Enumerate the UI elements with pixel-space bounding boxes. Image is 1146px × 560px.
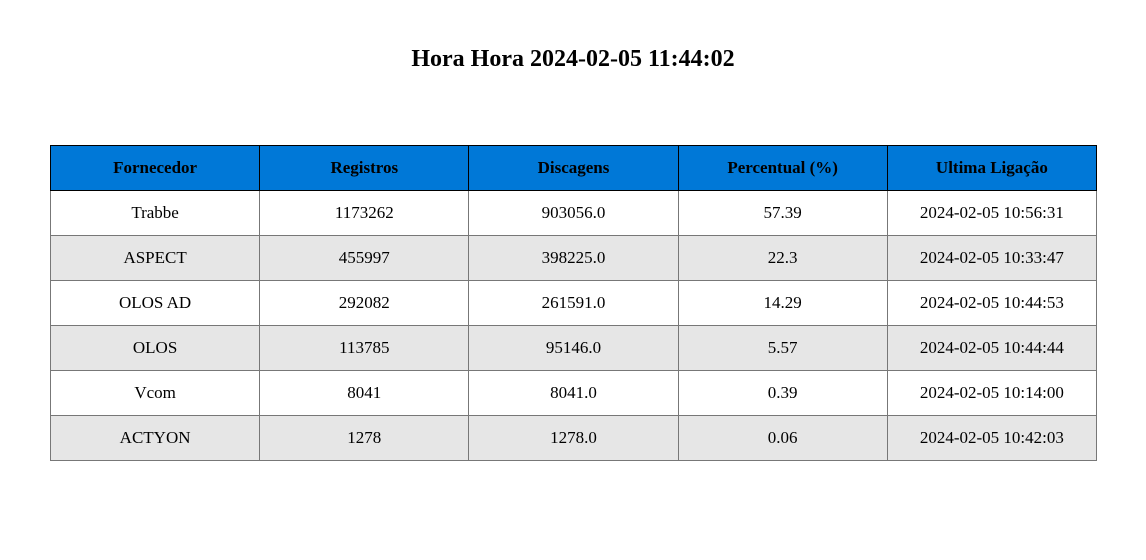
table-cell: 5.57 bbox=[677, 325, 888, 371]
table-cell: 398225.0 bbox=[468, 235, 679, 281]
table-row: ACTYON 1278 1278.0 0.06 2024-02-05 10:42:03 bbox=[49, 415, 1098, 461]
table-cell: 0.39 bbox=[677, 370, 888, 416]
table-cell: 2024-02-05 10:44:44 bbox=[886, 325, 1098, 371]
table-cell: Vcom bbox=[49, 370, 261, 416]
table-cell: 8041.0 bbox=[468, 370, 679, 416]
table-cell: 903056.0 bbox=[468, 190, 679, 236]
table-cell: 1173262 bbox=[259, 190, 470, 236]
column-header: Fornecedor bbox=[49, 145, 261, 191]
table-row: Trabbe 1173262 903056.0 57.39 2024-02-05 10:… bbox=[49, 190, 1098, 236]
table-row: OLOS 113785 95146.0 5.57 2024-02-05 10:44:44 bbox=[49, 325, 1098, 371]
table-cell: 2024-02-05 10:33:47 bbox=[886, 235, 1098, 281]
table-cell: 2024-02-05 10:56:31 bbox=[886, 190, 1098, 236]
table-cell: 22.3 bbox=[677, 235, 888, 281]
table-cell: 1278.0 bbox=[468, 415, 679, 461]
table-cell: 292082 bbox=[259, 280, 470, 326]
table-cell: 2024-02-05 10:44:53 bbox=[886, 280, 1098, 326]
table-row: Vcom 8041 8041.0 0.39 2024-02-05 10:14:00 bbox=[49, 370, 1098, 416]
header-row: Fornecedor Registros Discagens Percentual (… bbox=[49, 145, 1098, 191]
table-cell: 2024-02-05 10:14:00 bbox=[886, 370, 1098, 416]
column-header: Registros bbox=[259, 145, 470, 191]
table-cell: ACTYON bbox=[49, 415, 261, 461]
table-row: OLOS AD 292082 261591.0 14.29 2024-02-05 10:… bbox=[49, 280, 1098, 326]
table-cell: OLOS bbox=[49, 325, 261, 371]
table-cell: 113785 bbox=[259, 325, 470, 371]
table-body: Trabbe 1173262 903056.0 57.39 2024-02-05 10:… bbox=[49, 190, 1098, 461]
data-table: Fornecedor Registros Discagens Percentual (… bbox=[49, 145, 1098, 461]
table-cell: 1278 bbox=[259, 415, 470, 461]
table-cell: 455997 bbox=[259, 235, 470, 281]
table-row: ASPECT 455997 398225.0 22.3 2024-02-05 10:33… bbox=[49, 235, 1098, 281]
column-header: Ultima Ligação bbox=[886, 145, 1098, 191]
table-cell: 2024-02-05 10:42:03 bbox=[886, 415, 1098, 461]
table-cell: 57.39 bbox=[677, 190, 888, 236]
table-cell: 14.29 bbox=[677, 280, 888, 326]
table-cell: 8041 bbox=[259, 370, 470, 416]
table-cell: 261591.0 bbox=[468, 280, 679, 326]
table-cell: OLOS AD bbox=[49, 280, 261, 326]
table-cell: ASPECT bbox=[49, 235, 261, 281]
table-title: Hora Hora 2024-02-05 11:44:02 bbox=[411, 46, 735, 72]
table-cell: Trabbe bbox=[49, 190, 261, 236]
column-header: Discagens bbox=[468, 145, 679, 191]
table-cell: 0.06 bbox=[677, 415, 888, 461]
column-header: Percentual (%) bbox=[677, 145, 888, 191]
table-cell: 95146.0 bbox=[468, 325, 679, 371]
